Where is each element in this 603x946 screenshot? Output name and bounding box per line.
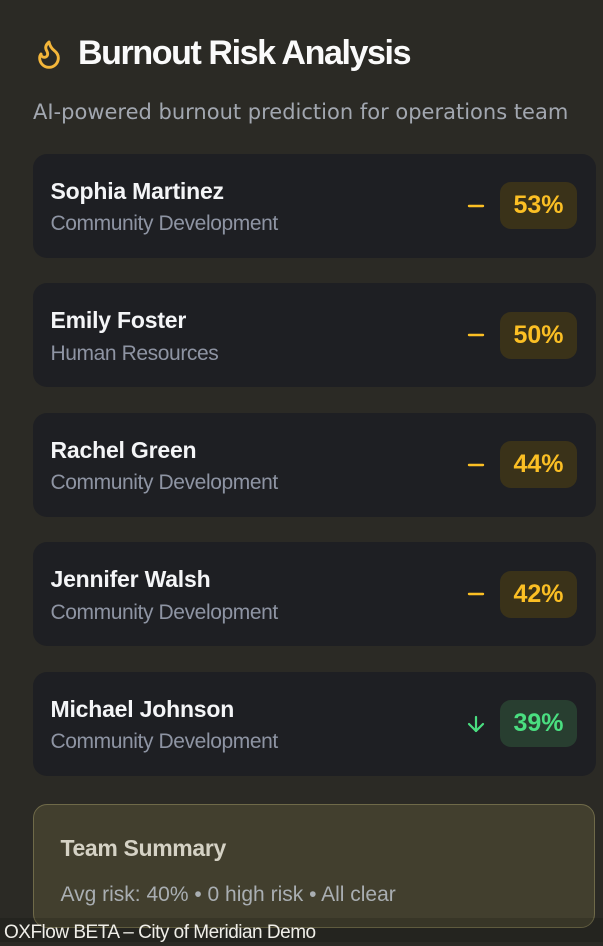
header: Burnout Risk Analysis AI-powered burnout…: [0, 0, 603, 125]
risk-badge: 42%: [500, 570, 577, 618]
flame-icon: [33, 38, 65, 70]
demo-watermark-text: OXFlow BETA – City of Meridian Demo: [4, 922, 316, 943]
employee-name: Jennifer Walsh: [50, 566, 211, 592]
demo-watermark-bar: OXFlow BETA – City of Meridian Demo: [0, 918, 603, 943]
employee-name: Emily Foster: [50, 307, 187, 333]
trend-stable-icon: [464, 194, 488, 218]
employee-name: Michael Johnson: [50, 695, 235, 722]
risk-indicator: 44%: [463, 441, 577, 488]
title-row: Burnout Risk Analysis: [33, 34, 570, 72]
team-summary-details: Avg risk: 40% • 0 high risk • All clear: [60, 882, 396, 906]
employee-department: Community Development: [50, 471, 279, 495]
employee-card[interactable]: Rachel Green Community Development 44%: [32, 412, 596, 517]
risk-badge: 39%: [500, 700, 577, 747]
employee-identity: Sophia Martinez Community Development: [50, 175, 279, 239]
employee-identity: Rachel Green Community Development: [50, 434, 279, 498]
team-summary-card: Team Summary Avg risk: 40% • 0 high risk…: [32, 804, 595, 928]
employee-department: Community Development: [50, 730, 279, 754]
risk-badge: 50%: [500, 311, 577, 359]
team-summary-title: Team Summary: [60, 835, 227, 861]
risk-indicator: 42%: [463, 570, 577, 618]
employee-list: Sophia Martinez Community Development 53…: [32, 153, 596, 802]
employee-department: Community Development: [50, 212, 279, 236]
trend-stable-icon: [464, 453, 488, 477]
employee-card[interactable]: Sophia Martinez Community Development 53…: [32, 153, 596, 258]
risk-indicator: 39%: [463, 700, 577, 747]
page-subtitle: AI-powered burnout prediction for operat…: [33, 100, 569, 124]
risk-badge: 44%: [500, 441, 577, 488]
risk-indicator: 50%: [463, 311, 577, 359]
employee-card[interactable]: Michael Johnson Community Development 39…: [32, 671, 596, 776]
risk-badge: 53%: [500, 182, 577, 229]
trend-down-icon: [464, 712, 488, 736]
employee-card[interactable]: Emily Foster Human Resources 50%: [32, 283, 596, 387]
employee-identity: Jennifer Walsh Community Development: [50, 563, 279, 627]
employee-identity: Michael Johnson Community Development: [50, 693, 279, 757]
employee-identity: Emily Foster Human Resources: [51, 304, 219, 368]
trend-stable-icon: [464, 582, 488, 606]
employee-department: Human Resources: [50, 341, 219, 365]
employee-name: Rachel Green: [50, 436, 197, 463]
employee-card[interactable]: Jennifer Walsh Community Development 42%: [32, 542, 596, 646]
employee-name: Sophia Martinez: [50, 177, 225, 204]
employee-department: Community Development: [50, 600, 279, 624]
risk-indicator: 53%: [463, 182, 577, 229]
trend-stable-icon: [464, 323, 488, 347]
page-title: Burnout Risk Analysis: [78, 34, 411, 72]
